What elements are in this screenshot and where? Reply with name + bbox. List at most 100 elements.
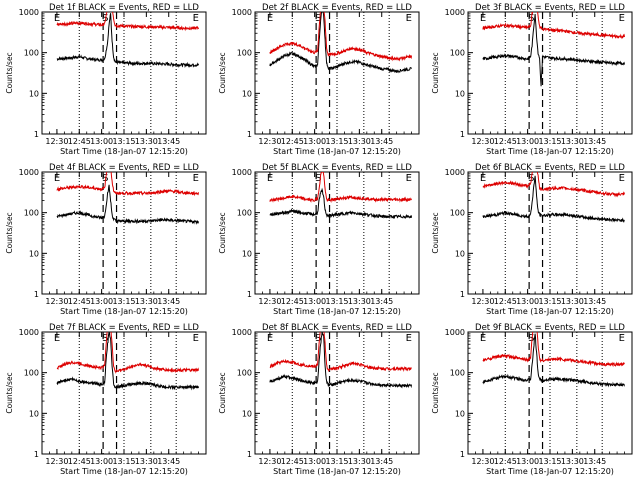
y-tick-label: 10 <box>455 249 465 258</box>
y-tick-label: 1000 <box>19 328 39 337</box>
x-tick-label: 13:45 <box>583 137 606 146</box>
lld-series-line <box>269 12 412 62</box>
chart-title: Det 2f BLACK = Events, RED = LLD <box>262 3 412 13</box>
detector-chart: Det 5f BLACK = Events, RED = LLD 1 10 100 10… <box>218 163 420 316</box>
lld-series-line <box>482 172 625 198</box>
x-tick-label: 13:45 <box>157 457 180 466</box>
x-tick-label: 12:45 <box>494 137 517 146</box>
detector-chart: Det 8f BLACK = Events, RED = LLD 1 10 100 10… <box>218 323 420 476</box>
x-tick-label: 12:30 <box>471 137 494 146</box>
y-axis-label: Counts/sec <box>431 212 440 253</box>
x-tick-label: 13:45 <box>370 297 393 306</box>
events-series-line <box>482 13 625 87</box>
x-tick-label: 12:30 <box>45 457 68 466</box>
detector-chart: Det 3f BLACK = Events, RED = LLD 1 10 100 10… <box>431 3 633 156</box>
detector-panel-1: Det 1f BLACK = Events, RED = LLD 1 10 100 10… <box>0 0 213 160</box>
y-axis-label: Counts/sec <box>431 52 440 93</box>
y-tick-label: 100 <box>450 369 465 378</box>
y-axis-label: Counts/sec <box>431 372 440 413</box>
y-tick-label: 100 <box>450 209 465 218</box>
x-tick-label: 12:45 <box>494 457 517 466</box>
detector-panel-3: Det 3f BLACK = Events, RED = LLD 1 10 100 10… <box>426 0 639 160</box>
x-tick-label: 13:15 <box>112 457 135 466</box>
detector-chart: Det 2f BLACK = Events, RED = LLD 1 10 100 10… <box>218 3 420 156</box>
s-marker-label: S <box>102 333 108 344</box>
x-tick-label: 13:15 <box>325 457 348 466</box>
chart-title: Det 4f BLACK = Events, RED = LLD <box>49 163 199 173</box>
x-tick-label: 12:45 <box>68 457 91 466</box>
y-tick-label: 10 <box>29 409 39 418</box>
y-tick-label: 10 <box>455 89 465 98</box>
lld-series-line <box>56 12 199 32</box>
x-tick-label: 12:30 <box>471 297 494 306</box>
y-axis-label: Counts/sec <box>218 52 227 93</box>
e-marker-label: E <box>193 13 199 24</box>
x-axis-label: Start Time (18-Jan-07 12:15:20) <box>60 307 188 316</box>
events-series-line <box>482 175 625 223</box>
e-marker-label: E <box>267 173 273 184</box>
x-tick-label: 12:45 <box>68 137 91 146</box>
y-tick-label: 1000 <box>445 328 465 337</box>
lld-series-line <box>56 332 199 374</box>
chart-title: Det 9f BLACK = Events, RED = LLD <box>475 323 625 333</box>
x-tick-label: 13:30 <box>348 297 371 306</box>
e-marker-label: E <box>406 173 412 184</box>
x-tick-label: 13:30 <box>348 137 371 146</box>
x-tick-label: 13:45 <box>157 297 180 306</box>
x-tick-label: 13:30 <box>561 457 584 466</box>
detector-panel-5: Det 5f BLACK = Events, RED = LLD 1 10 100 10… <box>213 160 426 320</box>
y-axis-label: Counts/sec <box>5 372 14 413</box>
e-marker-label: E <box>193 333 199 344</box>
y-tick-label: 1 <box>34 290 39 299</box>
e-marker-label: E <box>267 333 273 344</box>
x-axis-label: Start Time (18-Jan-07 12:15:20) <box>60 147 188 156</box>
detector-panel-4: Det 4f BLACK = Events, RED = LLD 1 10 100 10… <box>0 160 213 320</box>
e-marker-label: E <box>480 13 486 24</box>
x-axis-label: Start Time (18-Jan-07 12:15:20) <box>486 307 614 316</box>
detector-panel-7: Det 7f BLACK = Events, RED = LLD 1 10 100 10… <box>0 320 213 480</box>
x-axis-label: Start Time (18-Jan-07 12:15:20) <box>486 147 614 156</box>
detector-chart: Det 6f BLACK = Events, RED = LLD 1 10 100 10… <box>431 163 633 316</box>
y-axis-label: Counts/sec <box>218 372 227 413</box>
x-tick-label: 13:15 <box>538 297 561 306</box>
y-tick-label: 1 <box>34 450 39 459</box>
x-tick-label: 13:45 <box>370 137 393 146</box>
y-tick-label: 1000 <box>232 168 252 177</box>
chart-title: Det 8f BLACK = Events, RED = LLD <box>262 323 412 333</box>
x-tick-label: 13:30 <box>135 297 158 306</box>
y-tick-label: 1 <box>247 450 252 459</box>
x-tick-label: 12:45 <box>281 457 304 466</box>
lld-series-line <box>482 332 625 368</box>
x-tick-label: 12:45 <box>494 297 517 306</box>
x-tick-label: 13:45 <box>370 457 393 466</box>
lld-series-line <box>56 172 199 197</box>
detector-panel-9: Det 9f BLACK = Events, RED = LLD 1 10 100 10… <box>426 320 639 480</box>
chart-title: Det 7f BLACK = Events, RED = LLD <box>49 323 199 333</box>
x-tick-label: 12:45 <box>68 297 91 306</box>
lld-series-line <box>269 172 412 204</box>
y-tick-label: 1000 <box>445 8 465 17</box>
e-marker-label: E <box>406 13 412 24</box>
events-series-line <box>56 13 199 69</box>
s-marker-label: S <box>315 173 321 184</box>
x-tick-label: 12:30 <box>45 297 68 306</box>
y-tick-label: 100 <box>237 369 252 378</box>
x-tick-label: 13:15 <box>325 297 348 306</box>
x-tick-label: 13:00 <box>303 297 326 306</box>
events-series-line <box>269 187 412 220</box>
x-tick-label: 12:30 <box>45 137 68 146</box>
x-tick-label: 13:00 <box>516 457 539 466</box>
e-marker-label: E <box>619 333 625 344</box>
x-tick-label: 13:00 <box>516 137 539 146</box>
y-tick-label: 10 <box>242 409 252 418</box>
y-tick-label: 1 <box>34 130 39 139</box>
x-tick-label: 13:30 <box>135 137 158 146</box>
x-tick-label: 13:15 <box>112 137 135 146</box>
y-tick-label: 100 <box>450 49 465 58</box>
chart-title: Det 5f BLACK = Events, RED = LLD <box>262 163 412 173</box>
x-tick-label: 13:45 <box>583 457 606 466</box>
y-tick-label: 1000 <box>445 168 465 177</box>
y-tick-label: 100 <box>24 209 39 218</box>
x-tick-label: 12:30 <box>258 457 281 466</box>
s-marker-label: S <box>315 333 321 344</box>
